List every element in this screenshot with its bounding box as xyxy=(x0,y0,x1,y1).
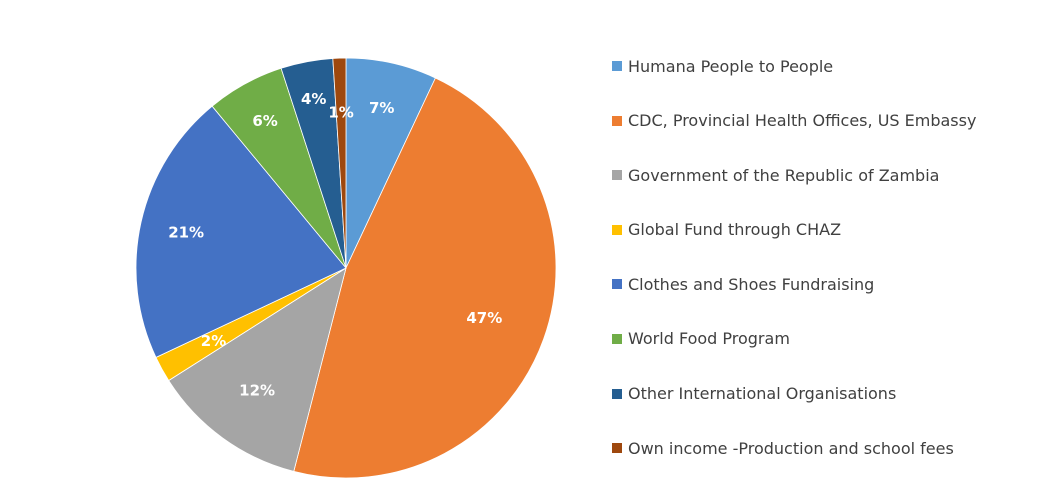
pie-slice xyxy=(135,105,347,358)
legend-swatch xyxy=(612,61,622,71)
legend-label: Government of the Republic of Zambia xyxy=(628,165,940,185)
legend-swatch xyxy=(612,333,622,344)
legend-item: Own income -Production and school fees xyxy=(612,438,1032,458)
legend-label: World Food Program xyxy=(628,329,790,349)
legend-item: CDC, Provincial Health Offices, US Embas… xyxy=(612,111,1032,131)
legend-swatch xyxy=(612,388,622,399)
legend-item: Global Fund through CHAZ xyxy=(612,220,1032,240)
legend-swatch xyxy=(612,279,622,290)
legend-item: World Food Program xyxy=(612,329,1032,349)
pie-slices xyxy=(135,57,557,479)
legend-label: Humana People to People xyxy=(628,56,834,76)
pie-data-label: 1% xyxy=(328,104,353,122)
pie-slice xyxy=(332,57,347,269)
pie-data-label: 4% xyxy=(301,90,326,108)
pie-data-labels: 7% 47% 12% 2% 21% 6% 4%1% xyxy=(168,90,502,399)
legend-label: Global Fund through CHAZ xyxy=(628,220,842,240)
legend-swatch xyxy=(612,170,622,181)
pie-data-label: 47% xyxy=(466,309,502,327)
pie-data-label: 7% xyxy=(369,99,394,117)
legend: Humana People to People CDC, Provincial H… xyxy=(612,56,1032,493)
legend-label: CDC, Provincial Health Offices, US Embas… xyxy=(628,111,977,131)
pie-data-label: 2% xyxy=(201,332,226,350)
legend-label: Other International Organisations xyxy=(628,384,897,404)
legend-item: Clothes and Shoes Fundraising xyxy=(612,274,1032,294)
pie-data-label: 12% xyxy=(239,381,275,399)
legend-label: Clothes and Shoes Fundraising xyxy=(628,274,875,294)
legend-label: Own income -Production and school fees xyxy=(628,438,954,458)
pie-slice xyxy=(293,77,557,479)
legend-swatch xyxy=(612,443,622,454)
legend-item: Humana People to People xyxy=(612,56,1032,76)
pie-slice xyxy=(168,267,347,472)
pie-data-label: 21% xyxy=(168,223,204,241)
legend-item: Other International Organisations xyxy=(612,384,1032,404)
legend-item: Government of the Republic of Zambia xyxy=(612,165,1032,185)
legend-swatch xyxy=(612,224,622,235)
pie-plot-area: 7% 47% 12% 2% 21% 6% 4%1% xyxy=(135,57,557,479)
legend-swatch xyxy=(612,115,622,126)
pie-data-label: 6% xyxy=(252,112,277,130)
